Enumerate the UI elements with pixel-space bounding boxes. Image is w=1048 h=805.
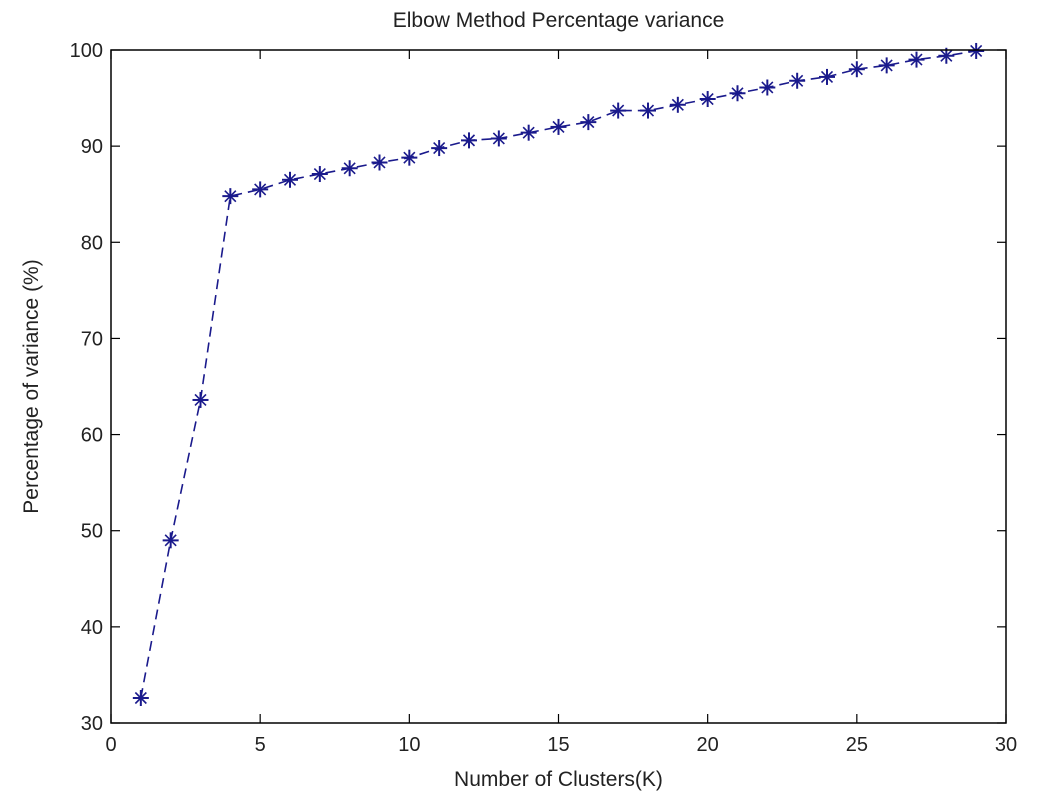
x-tick-label: 0 xyxy=(105,734,116,756)
data-point-marker xyxy=(371,154,388,171)
data-point-marker xyxy=(401,149,418,166)
data-point-marker xyxy=(461,132,477,149)
data-point-marker xyxy=(282,171,298,188)
y-tick-label: 70 xyxy=(81,328,103,350)
data-point-marker xyxy=(162,532,179,549)
data-point-marker xyxy=(520,124,537,141)
data-point-marker xyxy=(610,102,627,119)
data-point-marker xyxy=(789,72,806,89)
data-point-marker xyxy=(252,181,269,198)
data-point-marker xyxy=(640,102,656,119)
x-tick-label: 25 xyxy=(846,734,868,756)
data-point-marker xyxy=(759,79,776,96)
data-point-marker xyxy=(848,61,865,78)
data-point-marker xyxy=(819,68,835,85)
y-axis: 30 40 50 60 70 80 90 100 xyxy=(70,40,1006,735)
x-tick-label: 15 xyxy=(547,734,569,756)
x-axis-label: Number of Clusters(K) xyxy=(454,768,663,791)
data-point-marker xyxy=(490,130,507,147)
data-point-marker xyxy=(699,91,716,108)
data-point-marker xyxy=(341,160,358,177)
y-tick-label: 50 xyxy=(81,521,103,543)
plot-series xyxy=(132,42,985,707)
x-tick-label: 10 xyxy=(398,734,420,756)
data-point-marker xyxy=(669,96,686,113)
y-axis-label: Percentage of variance (%) xyxy=(20,259,43,513)
data-point-marker xyxy=(222,188,239,205)
x-tick-label: 5 xyxy=(255,734,266,756)
plot-frame xyxy=(110,49,1007,724)
y-tick-label: 90 xyxy=(81,136,103,158)
series-line xyxy=(140,50,977,699)
data-point-marker xyxy=(968,42,985,59)
y-tick-label: 40 xyxy=(81,617,103,639)
x-tick-label: 30 xyxy=(995,734,1017,756)
y-tick-label: 100 xyxy=(70,40,103,62)
data-point-marker xyxy=(550,118,567,135)
data-point-marker xyxy=(729,85,746,102)
data-point-marker xyxy=(580,114,597,131)
data-point-marker xyxy=(192,391,209,408)
data-point-marker xyxy=(878,57,895,74)
chart-title: Elbow Method Percentage variance xyxy=(393,9,725,32)
x-axis: 0 5 10 15 20 25 30 xyxy=(105,50,1017,756)
data-point-marker xyxy=(132,690,149,707)
data-point-marker xyxy=(908,51,925,68)
data-point-marker xyxy=(311,166,328,183)
y-tick-label: 80 xyxy=(81,232,103,254)
x-tick-label: 20 xyxy=(697,734,719,756)
data-point-marker xyxy=(431,140,448,157)
y-tick-label: 30 xyxy=(81,713,103,735)
y-tick-label: 60 xyxy=(81,425,103,447)
